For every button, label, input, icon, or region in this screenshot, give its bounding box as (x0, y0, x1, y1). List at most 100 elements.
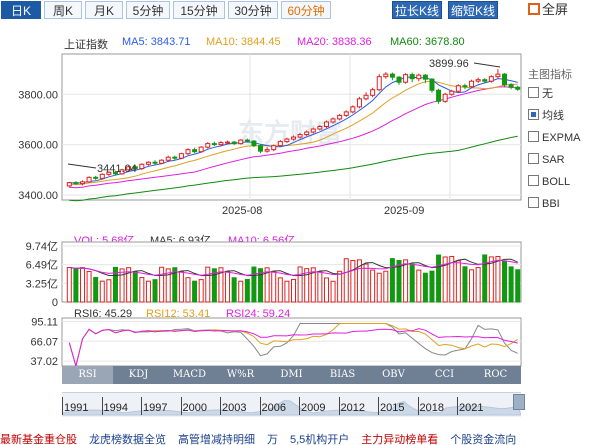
ma60-line (69, 135, 518, 202)
indicator-option-sar[interactable]: SAR (528, 153, 565, 167)
timeline-area (62, 400, 521, 416)
low-price-pointer (67, 163, 97, 169)
volume-bar (126, 267, 132, 303)
rsi-frame (61, 317, 522, 367)
indicator-tab-cci[interactable]: CCI (434, 369, 455, 380)
indicator-tab-obv[interactable]: OBV (382, 369, 405, 380)
volume-bar (304, 268, 310, 303)
volume-bar (106, 279, 112, 303)
candle-body (462, 85, 468, 88)
indicator-tab-dmi[interactable]: DMI (280, 369, 303, 380)
candle-body (284, 138, 290, 143)
indicator-checkbox[interactable] (528, 87, 539, 98)
candle-body (495, 73, 501, 78)
volume-bar (317, 271, 323, 303)
volume-bar (79, 267, 85, 303)
volume-chart[interactable]: 9.74亿 6.49亿 3.25亿 0 (0, 240, 593, 306)
indicator-checkbox[interactable] (528, 109, 539, 120)
indicator-tab-bias[interactable]: BIAS (329, 369, 356, 380)
bottom-link[interactable]: 主力异动榜单看 (361, 434, 439, 445)
ma10-label: MA10: 3844.45 (206, 36, 281, 48)
indicator-option-label: 均线 (542, 110, 564, 122)
bottom-link[interactable]: 万 (267, 434, 278, 445)
indicator-checkbox[interactable] (528, 175, 539, 186)
indicator-checkbox[interactable] (528, 153, 539, 164)
indicator-tab-rsi[interactable]: RSI (62, 366, 113, 384)
volume-bar (73, 268, 79, 303)
candle-body (304, 131, 310, 136)
candle-body (389, 73, 395, 78)
indicator-tab-wpctr[interactable]: W%R (226, 369, 255, 380)
ma60-label: MA60: 3678.80 (390, 36, 465, 48)
volume-bar (132, 271, 138, 303)
tab-month-k[interactable]: 月K (85, 1, 123, 19)
bottom-link[interactable]: 个股资金流向 (450, 434, 517, 445)
candle-body (409, 74, 415, 80)
tab-week-k[interactable]: 周K (44, 1, 82, 19)
bottom-link[interactable]: 高管增减持明细 (178, 434, 255, 445)
indicator-tab-macd[interactable]: MACD (172, 369, 207, 380)
volume-bar (139, 277, 145, 303)
volume-bar (436, 254, 442, 303)
volume-bar (429, 270, 435, 303)
indicator-tab-roc[interactable]: ROC (483, 369, 508, 380)
candle-body (323, 121, 329, 127)
timeline-tick (62, 397, 63, 415)
volume-bar (277, 277, 283, 303)
candle-body (330, 118, 336, 123)
tab-60min[interactable]: 60分钟 (281, 1, 331, 19)
volume-bar (455, 260, 461, 303)
y-tick-label: 3400.00 (18, 190, 58, 202)
tab-5min[interactable]: 5分钟 (126, 1, 170, 19)
volume-bar (310, 267, 316, 303)
timeline-navigator[interactable]: 1991 1994 1997 2000 2003 2006 2009 2012 2015 2018… (62, 392, 521, 417)
indicator-tab-kdj[interactable]: KDJ (128, 369, 149, 380)
indicator-option-无[interactable]: 无 (528, 87, 553, 101)
bottom-link[interactable]: 龙虎榜数据全览 (89, 434, 166, 445)
rsi-y-tick: 95.11 (31, 316, 58, 328)
candle-body (126, 166, 132, 171)
high-price-pointer (473, 62, 501, 68)
volume-bar (323, 277, 329, 303)
volume-bar (192, 280, 198, 303)
fullscreen-button[interactable]: 全屏 (528, 1, 568, 19)
rsi-chart[interactable]: 95.11 66.07 37.02 (0, 316, 593, 368)
tab-15min[interactable]: 15分钟 (173, 1, 225, 19)
x-tick-sep: 2025-09 (384, 205, 425, 217)
tab-day-k[interactable]: 日K (1, 1, 41, 19)
indicator-option-均线[interactable]: 均线 (528, 109, 564, 123)
candle-body (482, 79, 488, 82)
indicator-checkbox[interactable] (528, 131, 539, 142)
candle-body (211, 143, 217, 146)
candle-body (403, 74, 409, 83)
candle-body (508, 84, 514, 88)
volume-bar (205, 266, 211, 303)
bottom-link[interactable]: 最新基金重仓股 (0, 434, 77, 445)
volume-bar (363, 263, 369, 303)
timeline-scroll-handle[interactable] (513, 394, 525, 410)
volume-bar (238, 280, 244, 303)
toolbar: 日K 周K 月K 5分钟 15分钟 30分钟 60分钟 拉长K线 缩短K线 全屏 (0, 0, 593, 22)
timeline-year: 1997 (143, 402, 168, 414)
volume-bar (449, 255, 455, 303)
fullscreen-label: 全屏 (542, 2, 569, 17)
shorten-k-button[interactable]: 缩短K线 (448, 1, 498, 19)
timeline-tick (180, 397, 182, 415)
timeline-tick (299, 397, 300, 415)
volume-bar (337, 270, 343, 303)
indicator-option-label: 无 (542, 88, 553, 100)
tab-30min[interactable]: 30分钟 (228, 1, 278, 19)
y-tick-label: 3800.00 (18, 89, 58, 101)
volume-bar (99, 280, 105, 303)
bottom-link[interactable]: 5,5机构开户 (290, 434, 350, 445)
indicator-option-boll[interactable]: BOLL (528, 175, 570, 189)
candle-body (396, 76, 402, 83)
candle-body (337, 114, 343, 120)
indicator-option-expma[interactable]: EXPMA (528, 131, 581, 145)
indicator-option-bbi[interactable]: BBI (528, 197, 560, 211)
volume-bar (502, 260, 508, 303)
volume-bar (422, 272, 428, 303)
indicator-checkbox[interactable] (528, 197, 539, 208)
stretch-k-button[interactable]: 拉长K线 (392, 1, 442, 19)
